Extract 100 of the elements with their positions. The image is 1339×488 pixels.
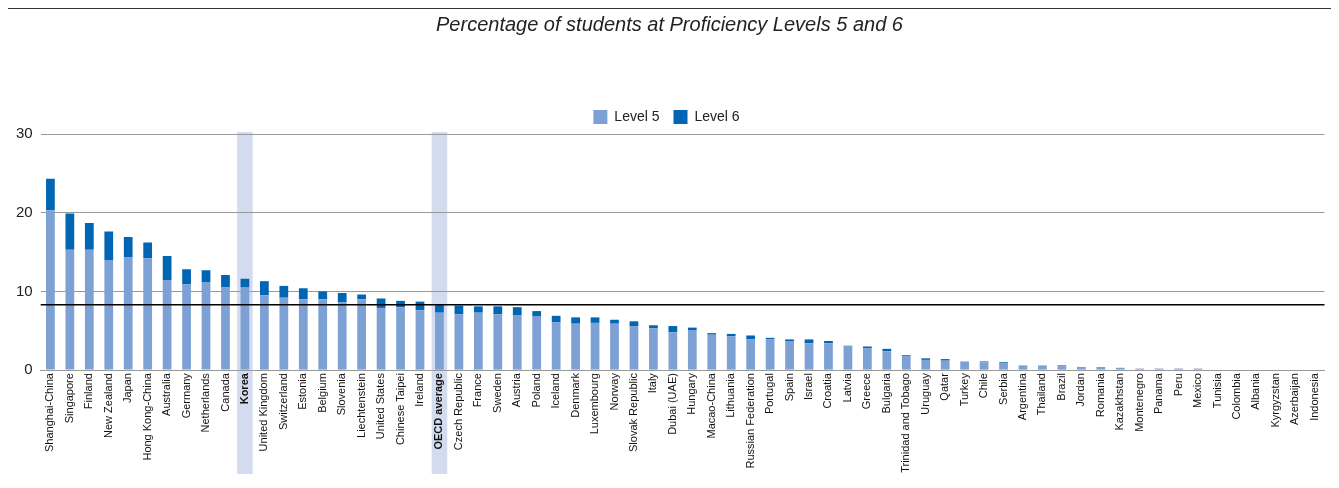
bar [1038, 365, 1047, 370]
bar [454, 314, 464, 370]
bar [435, 312, 444, 370]
bar [65, 249, 75, 370]
bar [726, 336, 736, 370]
x-tick-label: Spain [782, 373, 795, 402]
bar [143, 242, 153, 259]
x-tick-label: Ireland [413, 373, 426, 407]
bar [629, 321, 639, 327]
bar [940, 360, 950, 370]
bar [260, 295, 269, 370]
bar [1076, 366, 1086, 370]
bar [337, 302, 347, 370]
bar [376, 307, 386, 370]
x-tick-label: Serbia [996, 372, 1009, 405]
bar [162, 255, 172, 281]
bar [46, 178, 55, 211]
x-tick-label: France [471, 373, 484, 408]
x-tick-label: Jordan [1074, 373, 1087, 407]
bar [668, 332, 678, 370]
x-tick-label: Montenegro [1132, 373, 1145, 432]
x-tick-label: Shanghai-China [43, 372, 56, 452]
x-tick-label: Thailand [1035, 373, 1048, 416]
x-tick-label: Luxembourg [588, 373, 601, 435]
x-tick-label: Belgium [315, 373, 328, 413]
x-tick-label: Canada [218, 372, 231, 412]
x-tick-label: Portugal [763, 373, 776, 415]
x-tick-label: Singapore [62, 373, 75, 424]
x-tick-label: Czech Republic [451, 372, 464, 451]
bar [1096, 366, 1106, 370]
x-tick-label: Liechtenstein [354, 373, 367, 438]
x-tick-label: Russian Federation [743, 373, 756, 469]
bar [687, 329, 697, 370]
x-tick-label: Chile [977, 373, 990, 399]
bar [240, 287, 250, 370]
x-tick-label: Panama [1152, 372, 1165, 415]
bar [765, 339, 775, 370]
bar [532, 316, 542, 370]
x-tick-label: Argentina [1016, 372, 1029, 421]
x-tick-label: New Zealand [101, 373, 114, 438]
bar [551, 315, 561, 323]
y-tick-label: 20 [16, 202, 33, 220]
bar [921, 359, 931, 370]
bar [746, 335, 756, 340]
bar [863, 348, 872, 370]
bar [201, 270, 211, 282]
bar [279, 297, 289, 370]
x-tick-label: Romania [1093, 372, 1106, 418]
bar [396, 307, 405, 370]
x-tick-label: Australia [160, 372, 173, 416]
y-tick-label: 10 [16, 281, 33, 299]
x-tick-label: Colombia [1229, 372, 1242, 420]
x-tick-label: Indonesia [1307, 372, 1320, 421]
bar [843, 346, 853, 370]
x-tick-label: Peru [1171, 373, 1184, 397]
bar [590, 322, 600, 370]
bar [104, 231, 114, 260]
legend-label: Level 5 [614, 107, 660, 124]
x-tick-label: OECD average [432, 373, 445, 450]
bar [123, 237, 133, 258]
bar [551, 322, 561, 370]
bar [629, 326, 639, 370]
bar [804, 339, 814, 344]
bar [143, 258, 153, 370]
x-tick-label: Sweden [490, 373, 503, 413]
x-tick-label: Azerbaijan [1288, 373, 1301, 426]
x-tick-label: Croatia [821, 372, 834, 409]
bar [357, 299, 367, 370]
x-tick-label: Germany [179, 372, 192, 419]
bar [590, 317, 600, 323]
bar [473, 312, 483, 370]
x-tick-label: Tunisia [1210, 372, 1223, 409]
bar [182, 284, 191, 370]
bar [493, 314, 503, 370]
x-tick-label: Macao-China [704, 372, 717, 439]
x-tick-label: Estonia [296, 372, 309, 410]
bar [571, 317, 580, 324]
bar [999, 363, 1008, 370]
bar [804, 343, 814, 370]
bar [901, 355, 911, 370]
bar [610, 319, 619, 324]
x-tick-label: Kazakhstan [1113, 373, 1126, 431]
x-tick-label: Norway [607, 372, 620, 411]
bar [512, 315, 522, 370]
x-tick-label: Turkey [957, 372, 970, 407]
bar [532, 311, 542, 317]
x-tick-label: Brazil [1054, 373, 1067, 401]
bar [337, 292, 347, 303]
bar [707, 334, 717, 370]
x-tick-label: Hong Kong-China [140, 372, 153, 461]
x-tick-label: Dubai (UAE) [665, 373, 678, 435]
x-tick-label: Israel [802, 373, 815, 401]
bar [1018, 365, 1028, 370]
bar [824, 343, 833, 370]
y-tick-label: 0 [24, 360, 33, 378]
x-tick-label: Latvia [840, 372, 853, 403]
bar [415, 310, 425, 370]
bar [493, 306, 503, 315]
legend-label: Level 6 [694, 107, 740, 124]
x-tick-label: Trinidad and Tobago [899, 373, 912, 473]
